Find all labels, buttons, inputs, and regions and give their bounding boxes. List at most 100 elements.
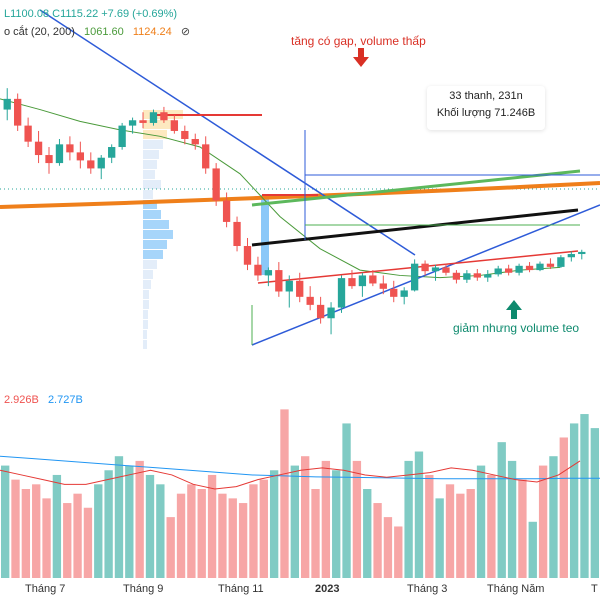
volume-bar	[518, 479, 527, 578]
volume-bar	[125, 465, 134, 578]
volume-bar	[590, 428, 599, 578]
volume-bar	[11, 479, 20, 578]
volume-profile-row	[143, 240, 167, 249]
volume-profile-row	[143, 340, 147, 349]
candle-body	[473, 273, 481, 278]
candle-body	[567, 254, 575, 258]
candle-body	[546, 263, 555, 267]
candle-body	[525, 265, 534, 271]
volume-profile-row	[143, 320, 148, 329]
volume-bar	[425, 474, 434, 578]
candle-body	[76, 152, 85, 161]
volume-bar	[414, 451, 424, 578]
black-trendline	[251, 208, 579, 247]
volume-profile-row	[143, 120, 173, 129]
volume-bar	[21, 489, 31, 578]
downtrend-line	[39, 9, 416, 256]
candle-body	[233, 221, 241, 247]
volume-bar	[332, 470, 341, 578]
annotation-bottom-note: giảm nhưng volume teo	[453, 321, 580, 335]
volume-bar	[156, 484, 165, 578]
tooltip-line-volume: Khối lượng 71.246B	[436, 107, 536, 119]
volume-bar	[42, 498, 51, 578]
ma-legend: o cắt (20, 200) 1061.60 1124.24 ⊘	[4, 25, 190, 38]
volume-bar	[435, 498, 444, 578]
volume-bar	[580, 414, 589, 578]
annotation-top-note: tăng có gap, volume thấp	[291, 34, 426, 48]
volume-profile-row	[143, 180, 161, 189]
candle-body	[578, 251, 586, 255]
volume-bar	[321, 460, 331, 578]
candle-body	[108, 147, 116, 158]
ohlc-values: L1100.08 C1115.22 +7.69 (+0.69%)	[4, 8, 178, 20]
volume-bar	[73, 493, 82, 578]
volume-bar	[476, 465, 486, 578]
candle-body	[128, 120, 137, 126]
candle-body	[243, 246, 252, 265]
volume-bar	[166, 517, 175, 578]
candle-body	[504, 268, 513, 273]
volume-bar	[528, 521, 537, 578]
volume-profile-row	[143, 300, 149, 309]
candle-body	[296, 280, 304, 297]
volume-bar	[52, 474, 62, 578]
volume-bar	[342, 423, 351, 578]
volume-bar	[228, 498, 237, 578]
candle-body	[316, 304, 325, 319]
volume-bar	[497, 442, 506, 578]
volume-bar	[104, 470, 113, 578]
volume-bar	[259, 479, 268, 578]
candle-body	[55, 144, 64, 164]
candle-body	[66, 144, 74, 153]
x-tick-label: T	[591, 583, 598, 595]
volume-profile-row	[143, 170, 155, 179]
volume-bar	[83, 507, 93, 578]
volume-bar	[269, 470, 279, 578]
volume-bar	[218, 493, 227, 578]
volume-bar	[207, 474, 217, 578]
volume-bar	[487, 474, 496, 578]
candle-body	[515, 265, 523, 273]
candle-body	[45, 155, 53, 164]
candle-body	[400, 290, 408, 297]
candle-body	[87, 160, 95, 169]
candle-body	[494, 268, 502, 275]
volume-bar	[63, 503, 72, 578]
ma200-value: 1124.24	[132, 26, 172, 38]
volume-bar	[383, 517, 393, 578]
volume-bar	[466, 489, 475, 578]
chart-background-overlays	[0, 110, 600, 349]
eye-off-icon[interactable]: ⊘	[180, 26, 191, 38]
volume-bar	[301, 456, 310, 578]
candle-body	[254, 264, 262, 276]
volume-value-blue: 2.727B	[47, 394, 83, 406]
volume-bar	[352, 460, 362, 578]
volume-profile-row	[143, 290, 149, 299]
candle-body	[264, 270, 273, 276]
candle-body	[191, 138, 199, 145]
volume-bar	[569, 423, 579, 578]
candle-body	[160, 112, 168, 121]
candle-body	[379, 283, 387, 289]
ma200-line	[0, 181, 600, 209]
candle-body	[181, 130, 189, 139]
volume-bar	[114, 456, 124, 578]
resistance-green-line	[251, 169, 581, 207]
ma20-value: 1061.60	[84, 26, 124, 38]
candle-body	[222, 200, 231, 222]
candle-body	[306, 296, 314, 305]
volume-profile-row	[143, 210, 161, 219]
volume-profile-row	[143, 130, 167, 139]
candle-body	[34, 141, 43, 156]
volume-bar	[363, 489, 372, 578]
volume-profile-row	[143, 310, 148, 319]
candle-body	[484, 274, 492, 278]
volume-profile-row	[143, 230, 173, 239]
candle-body	[463, 273, 471, 280]
candle-body	[390, 288, 398, 297]
candle-body	[24, 125, 32, 142]
volume-bar	[238, 503, 248, 578]
candle-body	[327, 307, 335, 319]
candle-body	[118, 125, 126, 148]
